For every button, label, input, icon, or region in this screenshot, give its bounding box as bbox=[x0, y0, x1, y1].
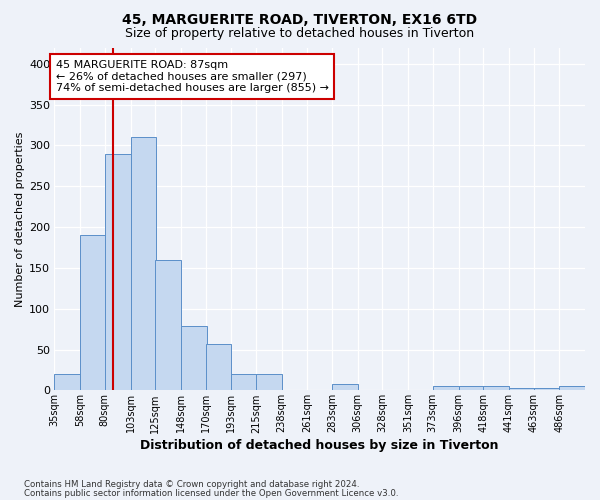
Y-axis label: Number of detached properties: Number of detached properties bbox=[15, 132, 25, 306]
Bar bbox=[131, 138, 157, 390]
Bar bbox=[483, 386, 509, 390]
Text: Size of property relative to detached houses in Tiverton: Size of property relative to detached ho… bbox=[125, 28, 475, 40]
Text: 45, MARGUERITE ROAD, TIVERTON, EX16 6TD: 45, MARGUERITE ROAD, TIVERTON, EX16 6TD bbox=[122, 12, 478, 26]
Text: Contains public sector information licensed under the Open Government Licence v3: Contains public sector information licen… bbox=[24, 488, 398, 498]
Bar bbox=[509, 388, 535, 390]
X-axis label: Distribution of detached houses by size in Tiverton: Distribution of detached houses by size … bbox=[140, 440, 499, 452]
Bar bbox=[559, 386, 585, 390]
Bar bbox=[105, 154, 131, 390]
Bar bbox=[181, 326, 206, 390]
Bar bbox=[458, 386, 484, 390]
Bar bbox=[332, 384, 358, 390]
Text: Contains HM Land Registry data © Crown copyright and database right 2024.: Contains HM Land Registry data © Crown c… bbox=[24, 480, 359, 489]
Bar bbox=[256, 374, 281, 390]
Bar bbox=[232, 374, 257, 390]
Bar bbox=[55, 374, 80, 390]
Bar bbox=[155, 260, 181, 390]
Bar bbox=[206, 344, 232, 391]
Text: 45 MARGUERITE ROAD: 87sqm
← 26% of detached houses are smaller (297)
74% of semi: 45 MARGUERITE ROAD: 87sqm ← 26% of detac… bbox=[56, 60, 329, 93]
Bar bbox=[80, 236, 106, 390]
Bar bbox=[533, 388, 559, 390]
Bar bbox=[433, 386, 458, 390]
